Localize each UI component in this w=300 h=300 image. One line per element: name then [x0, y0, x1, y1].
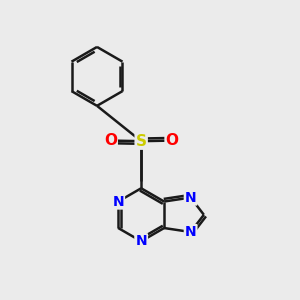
Text: N: N: [185, 225, 197, 239]
Text: N: N: [185, 190, 197, 205]
Text: N: N: [112, 194, 124, 208]
Text: S: S: [136, 134, 147, 149]
Text: O: O: [166, 133, 178, 148]
Text: N: N: [135, 234, 147, 248]
Text: O: O: [104, 133, 117, 148]
